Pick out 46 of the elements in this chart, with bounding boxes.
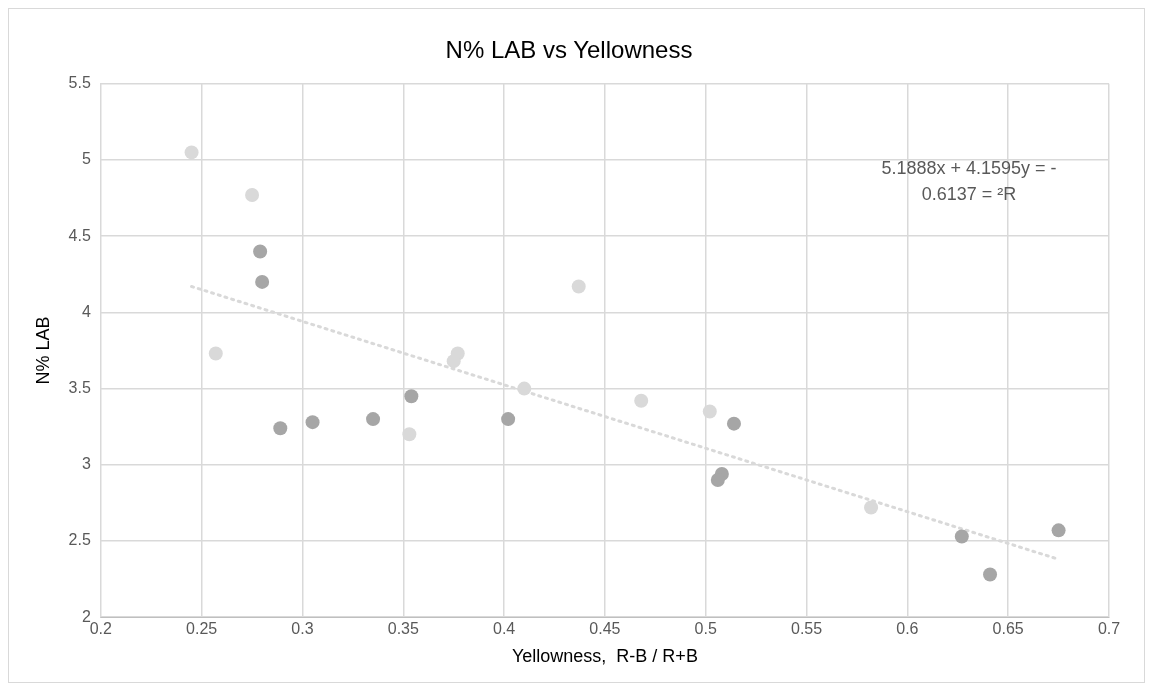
x-tick-label: 0.3 (291, 620, 314, 638)
point (726, 416, 741, 431)
x-tick-label: 0.4 (492, 620, 516, 638)
point (404, 389, 419, 404)
chart-title: N% LAB vs Yellowness (445, 36, 693, 64)
point (273, 421, 288, 436)
point (954, 529, 969, 544)
point (253, 244, 268, 259)
x-axis-title: Yellowness, R-B / R+B (511, 646, 698, 667)
point (983, 567, 998, 582)
point (501, 412, 516, 427)
y-axis-title: N% LAB (32, 316, 53, 385)
y-tick-label: 5 (81, 150, 91, 168)
x-tick-label: 0.25 (186, 620, 218, 638)
point (710, 473, 725, 488)
point (1051, 523, 1066, 538)
x-tick-label: 0.55 (790, 620, 823, 638)
point (517, 381, 532, 396)
point (634, 393, 649, 408)
point (255, 274, 270, 289)
y-tick-label: 5.5 (68, 74, 91, 92)
x-tick-label: 0.35 (387, 620, 419, 638)
x-tick-label: 0.7 (1097, 620, 1121, 638)
y-tick-label: 2 (81, 607, 91, 625)
point (184, 145, 199, 160)
point (702, 404, 717, 419)
y-tick-label: 3.5 (68, 379, 91, 397)
annotation: 5.1888x + 4.1595y = - (881, 157, 1057, 178)
x-tick-label: 0.65 (992, 620, 1024, 638)
x-tick-label: 0.6 (896, 620, 919, 638)
point (366, 412, 381, 427)
point (446, 354, 461, 369)
y-tick-label: 4.5 (68, 226, 91, 244)
point (208, 346, 223, 361)
annotation: 0.6137 = ²R (921, 183, 1017, 204)
x-tick-label: 0.5 (694, 620, 717, 638)
point (571, 279, 586, 294)
x-tick-label: 0.45 (589, 620, 621, 638)
y-tick-label: 4 (81, 302, 91, 320)
x-tick-label: 0.2 (89, 620, 113, 638)
y-tick-label: 2.5 (68, 531, 91, 549)
point (864, 500, 879, 515)
point (245, 188, 260, 203)
point (305, 415, 320, 430)
y-tick-label: 3 (81, 455, 91, 473)
point (402, 427, 417, 442)
